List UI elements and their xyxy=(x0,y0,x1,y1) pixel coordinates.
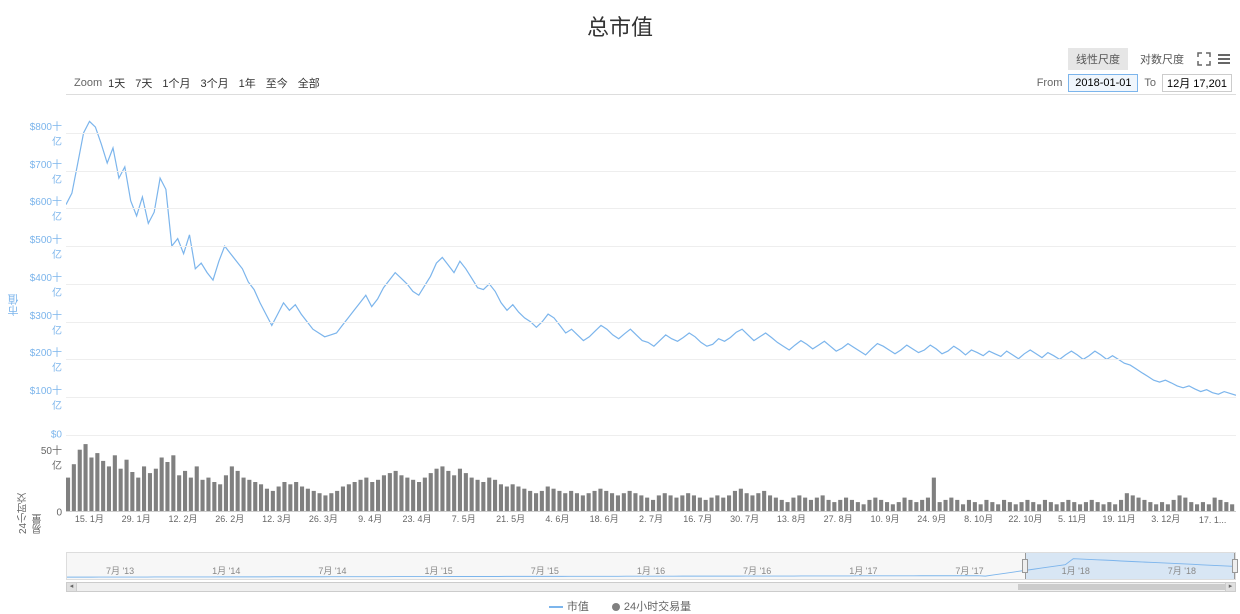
legend-line-swatch xyxy=(549,606,563,608)
legend-marketcap-label: 市值 xyxy=(567,601,589,613)
legend-dot-swatch xyxy=(612,603,620,611)
xtick: 21. 5月 xyxy=(496,512,525,525)
scroll-right-button[interactable]: ▸ xyxy=(1225,583,1235,591)
ytick: $500十亿 xyxy=(26,231,62,261)
from-date-input[interactable] xyxy=(1068,74,1138,92)
nav-tick: 1月 '14 xyxy=(212,564,240,577)
xtick: 12. 3月 xyxy=(262,512,291,525)
xtick: 30. 7月 xyxy=(730,512,759,525)
to-date-input[interactable] xyxy=(1162,74,1232,92)
ytick2: 50十亿 xyxy=(36,442,62,472)
ytick: $800十亿 xyxy=(26,118,62,148)
nav-tick: 1月 '15 xyxy=(425,564,453,577)
legend-volume[interactable]: 24小时交易量 xyxy=(612,601,691,613)
legend-marketcap[interactable]: 市值 xyxy=(549,601,592,613)
nav-tick: 1月 '17 xyxy=(849,564,877,577)
zoom-row: Zoom 1天 7天 1个月 3个月 1年至今全部 From To xyxy=(0,74,1240,92)
zoom-option[interactable]: 1年 xyxy=(239,78,256,90)
navigator[interactable]: 7月 '13 1月 '14 7月 '14 1月 '15 7月 '15 1月 '16 7月 '… xyxy=(66,552,1236,580)
date-range: From To xyxy=(1037,74,1232,92)
xtick: 9. 4月 xyxy=(358,512,382,525)
scale-toolbar: 线性尺度 对数尺度 xyxy=(0,48,1240,74)
ytick: $200十亿 xyxy=(26,344,62,374)
xtick: 8. 10月 xyxy=(964,512,993,525)
nav-tick: 7月 '18 xyxy=(1168,564,1196,577)
xtick: 23. 4月 xyxy=(402,512,431,525)
zoom-option[interactable]: 1个月 xyxy=(162,78,190,90)
xtick: 5. 11月 xyxy=(1058,512,1086,525)
zoom-option[interactable]: 1天 xyxy=(108,78,125,90)
ytick: $100十亿 xyxy=(26,382,62,412)
log-scale-button[interactable]: 对数尺度 xyxy=(1132,48,1192,70)
ytick: $300十亿 xyxy=(26,307,62,337)
xtick: 2. 7月 xyxy=(639,512,663,525)
nav-tick: 7月 '15 xyxy=(531,564,559,577)
navigator-scrollbar[interactable]: ◂ ▸ xyxy=(66,582,1236,592)
xtick: 26. 2月 xyxy=(215,512,244,525)
chart-area: 市值 24小时交易量 $0$100十亿$200十亿$300十亿$400十亿$50… xyxy=(4,94,1238,534)
nav-tick: 1月 '16 xyxy=(637,564,665,577)
nav-tick: 7月 '17 xyxy=(955,564,983,577)
yaxis-label: 市值 xyxy=(6,294,22,316)
xtick: 13. 8月 xyxy=(777,512,806,525)
fullscreen-icon[interactable] xyxy=(1196,51,1212,67)
menu-icon[interactable] xyxy=(1216,51,1232,67)
plot-area[interactable]: $0$100十亿$200十亿$300十亿$400十亿$500十亿$600十亿$7… xyxy=(66,94,1236,512)
xtick: 3. 12月 xyxy=(1151,512,1180,525)
zoom-option[interactable]: 3个月 xyxy=(201,78,229,90)
linear-scale-button[interactable]: 线性尺度 xyxy=(1068,48,1128,70)
xtick: 4. 6月 xyxy=(545,512,569,525)
xtick: 7. 5月 xyxy=(452,512,476,525)
xtick: 22. 10月 xyxy=(1008,512,1042,525)
xtick: 10. 9月 xyxy=(870,512,899,525)
volume-bars xyxy=(66,433,1236,511)
nav-tick: 1月 '18 xyxy=(1062,564,1090,577)
zoom-label: Zoom xyxy=(74,77,102,89)
to-label: To xyxy=(1144,77,1156,89)
xtick: 17. 1... xyxy=(1199,515,1227,525)
legend: 市值 24小时交易量 xyxy=(0,592,1240,614)
xtick: 12. 2月 xyxy=(168,512,197,525)
xtick: 16. 7月 xyxy=(683,512,712,525)
from-label: From xyxy=(1037,77,1063,89)
zoom-option[interactable]: 7天 xyxy=(135,78,152,90)
zoom-option[interactable]: 全部 xyxy=(298,78,320,90)
ytick: $700十亿 xyxy=(26,156,62,186)
navigator-selection[interactable] xyxy=(1025,553,1235,579)
nav-tick: 7月 '13 xyxy=(106,564,134,577)
nav-tick: 7月 '16 xyxy=(743,564,771,577)
ytick2: 0 xyxy=(36,508,62,519)
navigator-handle[interactable] xyxy=(1232,559,1238,573)
marketcap-line xyxy=(66,95,1236,435)
ytick: $0 xyxy=(26,430,62,441)
xtick: 15. 1月 xyxy=(75,512,104,525)
xtick: 18. 6月 xyxy=(590,512,619,525)
xtick: 19. 11月 xyxy=(1102,512,1135,525)
zoom-option[interactable]: 至今 xyxy=(266,78,288,90)
navigator-handle[interactable] xyxy=(1022,559,1028,573)
ytick: $600十亿 xyxy=(26,193,62,223)
xtick: 29. 1月 xyxy=(122,512,151,525)
xtick: 24. 9月 xyxy=(917,512,946,525)
scroll-left-button[interactable]: ◂ xyxy=(67,583,77,591)
legend-volume-label: 24小时交易量 xyxy=(624,601,691,613)
page-title: 总市值 xyxy=(0,0,1240,48)
nav-tick: 7月 '14 xyxy=(318,564,346,577)
xtick: 27. 8月 xyxy=(824,512,853,525)
ytick: $400十亿 xyxy=(26,269,62,299)
xtick: 26. 3月 xyxy=(309,512,338,525)
